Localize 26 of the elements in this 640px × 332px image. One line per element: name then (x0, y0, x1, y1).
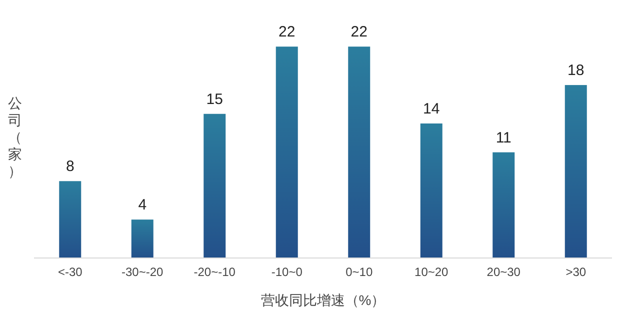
data-label: 4 (138, 196, 147, 214)
x-tick-label: 20~30 (486, 265, 521, 279)
x-tick-label: -20~-10 (194, 265, 236, 279)
x-tick-label: -30~-20 (122, 265, 164, 279)
bar (492, 152, 515, 258)
data-label: 22 (350, 24, 368, 41)
data-label: 11 (496, 129, 512, 146)
data-label: 22 (278, 24, 296, 41)
bar (131, 220, 154, 258)
x-tick-label: -10~0 (271, 265, 303, 279)
data-label: 18 (568, 62, 584, 80)
x-tick-label: >30 (566, 265, 586, 279)
bar (59, 181, 82, 258)
x-tick-label: 0~10 (346, 265, 373, 279)
x-tick-label: <-30 (58, 265, 83, 279)
bar (564, 85, 587, 258)
bar (348, 46, 370, 258)
bar (420, 123, 442, 258)
data-label: 15 (206, 90, 223, 108)
data-label: 8 (66, 158, 74, 176)
bar (204, 114, 226, 258)
data-label: 14 (423, 100, 440, 118)
x-axis-title: 营收同比增速（%） (260, 292, 386, 308)
x-tick-label: 10~20 (414, 265, 449, 279)
bar (276, 46, 298, 258)
y-axis-title: 公司（家） (8, 95, 22, 179)
